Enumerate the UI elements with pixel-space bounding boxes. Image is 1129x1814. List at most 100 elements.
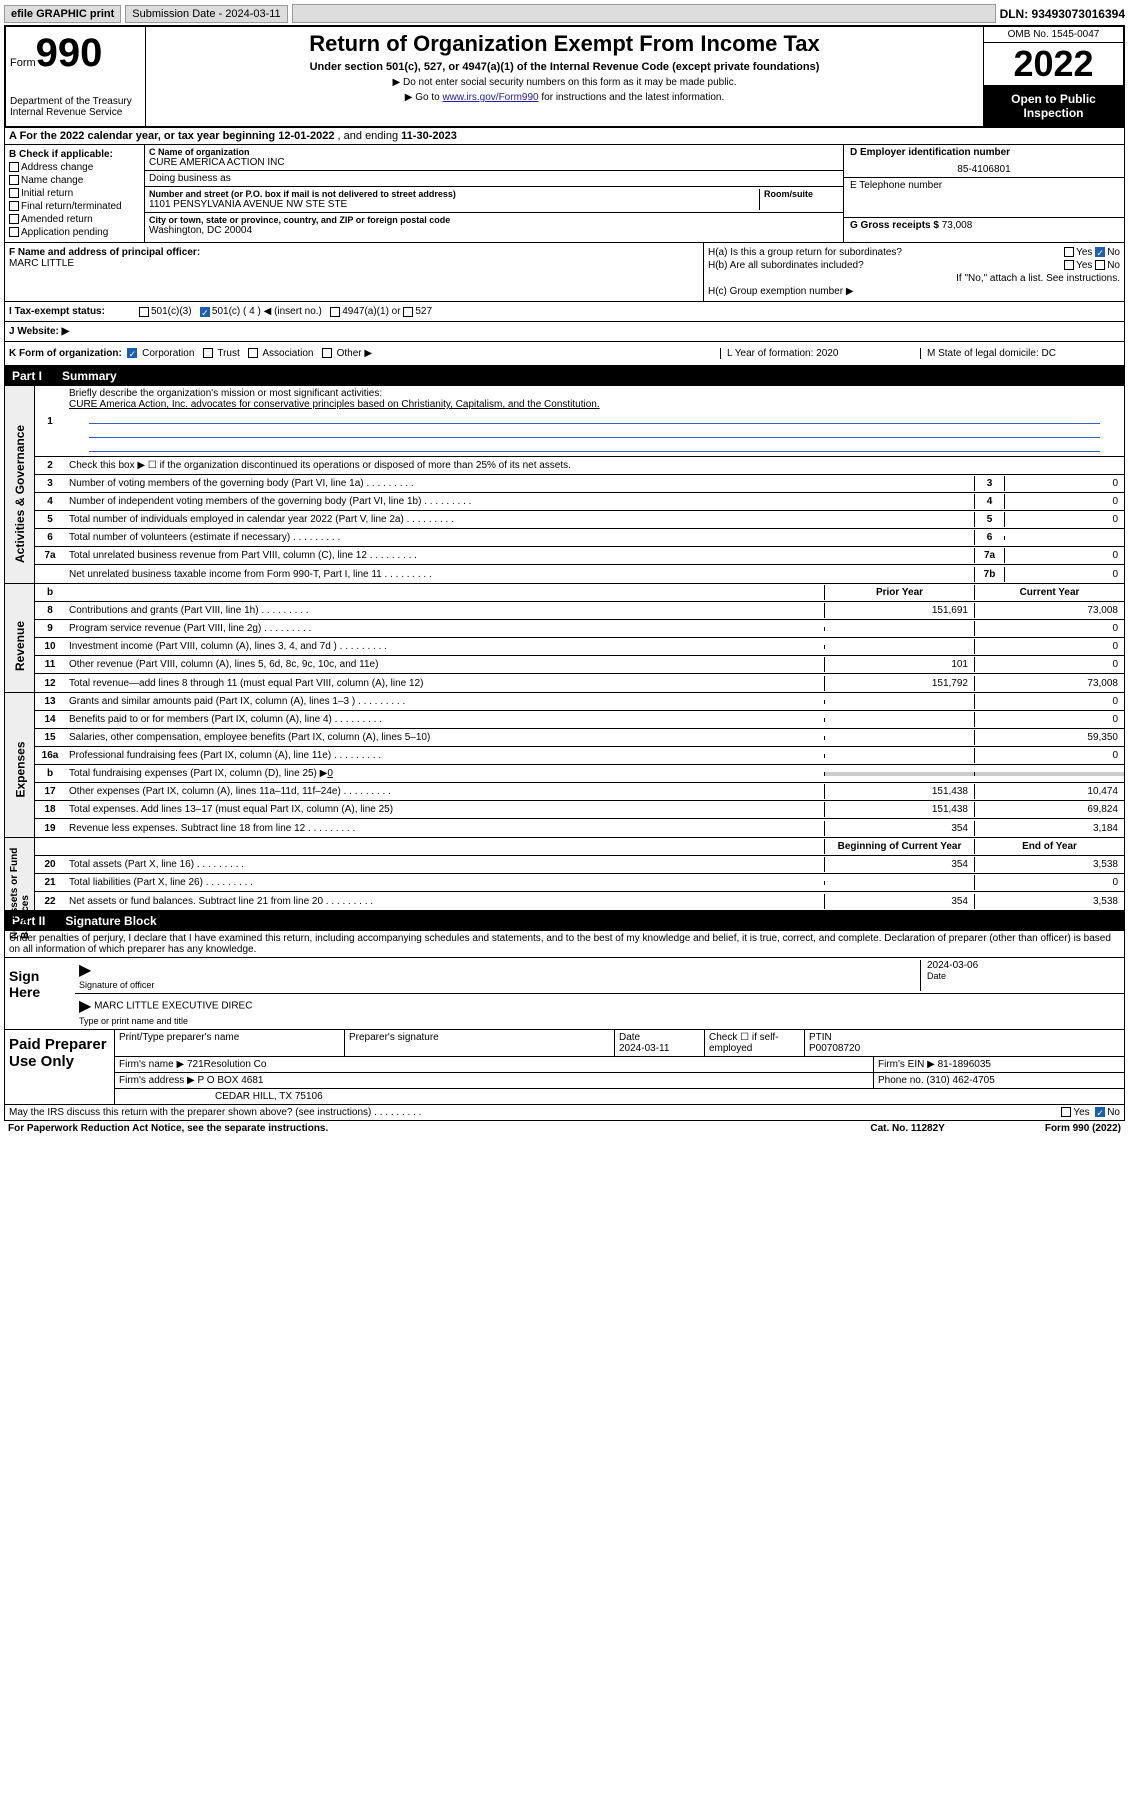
line22-curr: 3,538 xyxy=(974,894,1124,909)
irs-link[interactable]: www.irs.gov/Form990 xyxy=(442,92,538,103)
line20-curr: 3,538 xyxy=(974,857,1124,872)
cb-hb-no[interactable] xyxy=(1095,260,1105,270)
note-link-row: ▶ Go to www.irs.gov/Form990 for instruct… xyxy=(150,92,979,103)
line-num: 7a xyxy=(35,548,65,563)
line4: Number of independent voting members of … xyxy=(65,494,974,509)
other: Other ▶ xyxy=(337,348,372,359)
state-domicile: M State of legal domicile: DC xyxy=(920,348,1120,359)
line-num: 13 xyxy=(35,694,65,709)
dba-label: Doing business as xyxy=(149,173,839,184)
cb-discuss-yes[interactable] xyxy=(1061,1107,1071,1117)
line8-curr: 73,008 xyxy=(974,603,1124,618)
cb-corp[interactable]: ✓ xyxy=(127,348,137,358)
spacer xyxy=(65,845,824,849)
line14: Benefits paid to or for members (Part IX… xyxy=(65,712,824,727)
cb-name-change[interactable] xyxy=(9,175,19,185)
no-label: No xyxy=(1107,247,1120,258)
line-a-prefix: A For the 2022 calendar year, or tax yea… xyxy=(9,130,278,142)
line-num: 8 xyxy=(35,603,65,618)
line7b-val: 0 xyxy=(1004,567,1124,582)
cb-final[interactable] xyxy=(9,201,19,211)
line18: Total expenses. Add lines 13–17 (must eq… xyxy=(65,802,824,817)
cb-label: Final return/terminated xyxy=(21,201,122,212)
line-num: 22 xyxy=(35,894,65,909)
cb-pending[interactable] xyxy=(9,227,19,237)
cb-initial[interactable] xyxy=(9,188,19,198)
cb-ha-yes[interactable] xyxy=(1064,247,1074,257)
cb-trust[interactable] xyxy=(203,348,213,358)
line8-prior: 151,691 xyxy=(824,603,974,618)
col-h: H(a) Is this a group return for subordin… xyxy=(704,243,1124,301)
cb-hb-yes[interactable] xyxy=(1064,260,1074,270)
note2-post: for instructions and the latest informat… xyxy=(539,92,725,103)
line-num: 10 xyxy=(35,639,65,654)
prep-date: 2024-03-11 xyxy=(619,1043,669,1054)
cb-501c[interactable]: ✓ xyxy=(200,307,210,317)
box-num: 6 xyxy=(974,530,1004,545)
omb-number: OMB No. 1545-0047 xyxy=(984,27,1123,43)
line-num: 20 xyxy=(35,857,65,872)
ptin: P00708720 xyxy=(809,1043,860,1054)
line18-curr: 69,824 xyxy=(974,802,1124,817)
line3-val: 0 xyxy=(1004,476,1124,491)
curr-header: Current Year xyxy=(974,585,1124,600)
cb-4947[interactable] xyxy=(330,307,340,317)
efile-button[interactable]: efile GRAPHIC print xyxy=(4,5,121,23)
box-num: 5 xyxy=(974,512,1004,527)
cb-527[interactable] xyxy=(403,307,413,317)
part1-num: Part I xyxy=(12,369,42,383)
sig-declaration: Under penalties of perjury, I declare th… xyxy=(5,931,1124,957)
header-right: OMB No. 1545-0047 2022 Open to Public In… xyxy=(983,27,1123,126)
box-num: 7b xyxy=(974,567,1004,582)
gross-value: 73,008 xyxy=(942,220,973,231)
line3: Number of voting members of the governin… xyxy=(65,476,974,491)
sig-date: 2024-03-06 xyxy=(927,960,978,971)
corp: Corporation xyxy=(142,348,194,359)
line15: Salaries, other compensation, employee b… xyxy=(65,730,824,745)
line11-curr: 0 xyxy=(974,657,1124,672)
part1-header: Part I Summary xyxy=(4,366,1125,386)
part2-header: Part II Signature Block xyxy=(4,911,1125,931)
header-left: Form990 Department of the Treasury Inter… xyxy=(6,27,146,126)
cb-501c3[interactable] xyxy=(139,307,149,317)
line16b-pre: Total fundraising expenses (Part IX, col… xyxy=(69,768,327,779)
row-j: J Website: ▶ xyxy=(4,322,1125,342)
line13: Grants and similar amounts paid (Part IX… xyxy=(65,694,824,709)
form-subtitle: Under section 501(c), 527, or 4947(a)(1)… xyxy=(150,61,979,73)
cb-other[interactable] xyxy=(322,348,332,358)
firm-ein: 81-1896035 xyxy=(938,1059,991,1070)
dept-treasury: Department of the Treasury xyxy=(10,96,141,107)
cb-ha-no[interactable]: ✓ xyxy=(1095,247,1105,257)
cb-address-change[interactable] xyxy=(9,162,19,172)
sig-officer-label: Signature of officer xyxy=(79,980,154,990)
assoc: Association xyxy=(262,348,313,359)
line2: Check this box ▶ ☐ if the organization d… xyxy=(65,458,1124,473)
ein-value: 85-4106801 xyxy=(850,164,1118,175)
line13-prior xyxy=(824,700,974,704)
phone-label-p: Phone no. xyxy=(878,1075,924,1086)
line-num: 19 xyxy=(35,821,65,836)
prep-h2: Preparer's signature xyxy=(345,1030,615,1056)
cb-assoc[interactable] xyxy=(248,348,258,358)
side-revenue: Revenue xyxy=(5,584,35,692)
cb-amended[interactable] xyxy=(9,214,19,224)
cb-discuss-no[interactable]: ✓ xyxy=(1095,1107,1105,1117)
firm-addr2: CEDAR HILL, TX 75106 xyxy=(115,1089,1124,1104)
line15-prior xyxy=(824,736,974,740)
blue-line xyxy=(89,426,1100,438)
line-a-begin: 12-01-2022 xyxy=(278,130,334,142)
hb-label: H(b) Are all subordinates included? xyxy=(708,260,864,271)
line11-prior: 101 xyxy=(824,657,974,672)
line4-val: 0 xyxy=(1004,494,1124,509)
line9: Program service revenue (Part VIII, line… xyxy=(65,621,824,636)
discuss-text: May the IRS discuss this return with the… xyxy=(9,1107,421,1118)
line20: Total assets (Part X, line 16) xyxy=(65,857,824,872)
line18-prior: 151,438 xyxy=(824,802,974,817)
firm-addr1: P O BOX 4681 xyxy=(198,1075,264,1086)
line19-prior: 354 xyxy=(824,821,974,836)
side-expenses: Expenses xyxy=(5,693,35,837)
line19-curr: 3,184 xyxy=(974,821,1124,836)
no-label: No xyxy=(1107,1107,1120,1118)
prep-h5: PTIN xyxy=(809,1032,832,1043)
gross-label: G Gross receipts $ xyxy=(850,220,942,231)
